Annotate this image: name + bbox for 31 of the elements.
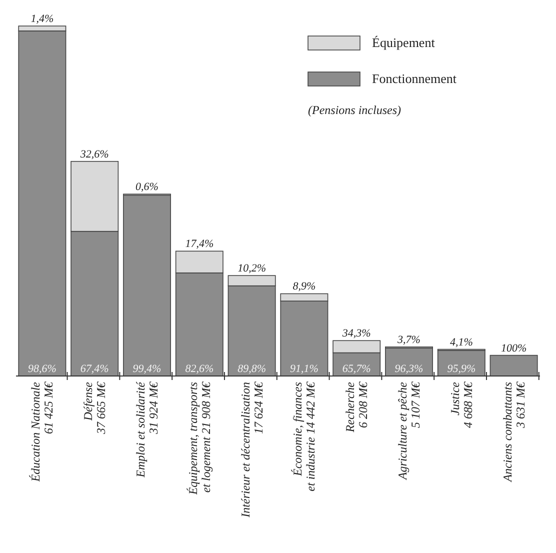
annotation: 89,8%: [238, 363, 266, 375]
x-tick-label: Éducation Nationale 61 425 M€: [28, 381, 56, 483]
legend-label: Fonctionnement: [372, 71, 457, 86]
annotation: 95,9%: [447, 363, 476, 375]
annotation: 0,6%: [136, 181, 158, 194]
x-tick-label: Équipement, transports et logement 21 908 M€: [186, 381, 213, 496]
annotation: 96,3%: [394, 363, 424, 375]
annotation: 10,2%: [238, 262, 266, 275]
annotation: 91,1%: [290, 363, 318, 375]
legend-label: Équipement: [372, 35, 436, 50]
annotation: 4,1%: [450, 336, 473, 348]
x-tick-label: Agriculture et pêche 5 107 M€: [396, 381, 422, 481]
x-tick-label: Défense 37 665 M€: [81, 381, 108, 435]
annotation: 65,7%: [342, 363, 371, 375]
annotation: 32,6%: [79, 148, 109, 160]
annotation: 34,3%: [341, 328, 371, 340]
annotation: 100%: [500, 342, 527, 354]
annotation: 8,9%: [292, 280, 316, 293]
bar: [123, 194, 171, 376]
annotation: 67,4%: [80, 363, 109, 375]
annotation: (Pensions incluses): [308, 103, 401, 117]
annotation: 99,4%: [132, 363, 162, 375]
x-tick-label: Emploi et solidarité 31 924 M€: [134, 381, 160, 478]
x-tick-label: Justice 4 688 M€: [448, 381, 475, 428]
x-tick-label: Anciens combattants 3 631 M€: [500, 381, 528, 483]
annotation: 98,6%: [28, 363, 56, 375]
annotation: 3,7%: [396, 334, 420, 346]
bar: [490, 354, 538, 376]
annotation: 82,6%: [185, 363, 214, 375]
annotation: 17,4%: [185, 238, 214, 250]
annotation: 1,4%: [30, 13, 54, 25]
